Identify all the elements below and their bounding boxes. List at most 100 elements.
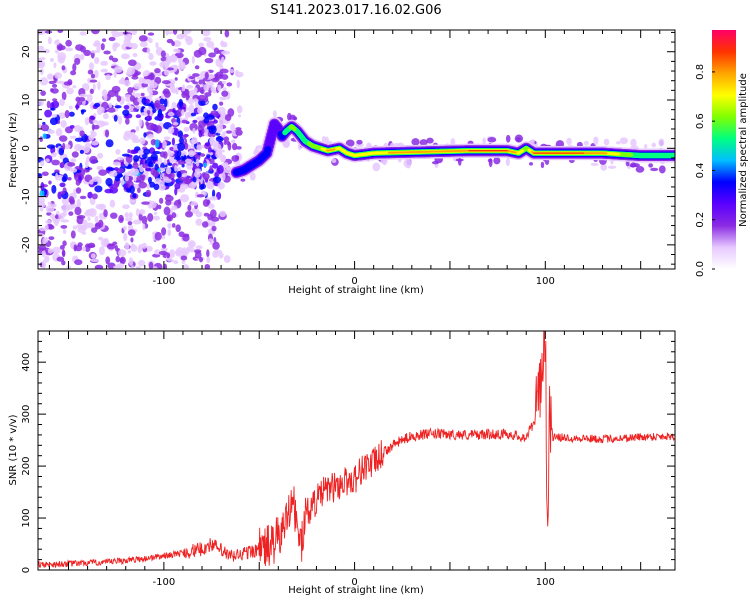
snr-x-axis-label: Height of straight line (km) [288, 585, 424, 596]
snr-x-tick-label: 100 [536, 577, 555, 588]
spectrogram-blob [39, 136, 43, 143]
spectrogram-blob [157, 157, 163, 165]
spectrogram-blob [195, 245, 203, 250]
spectrogram-blob [493, 156, 501, 165]
figure-title: S141.2023.017.16.02.G06 [270, 3, 441, 18]
spectrogram-blob [145, 115, 152, 122]
spectrogram-blob [195, 211, 203, 218]
spectrogram-blob [192, 119, 198, 124]
spectrogram-blob [121, 178, 125, 185]
spectrogram-blob [39, 227, 46, 232]
spectrogram-blob [57, 55, 66, 64]
spectrogram-blob [225, 130, 233, 134]
spectrogram-blob [125, 118, 130, 125]
spectrogram-blob [85, 142, 92, 148]
spectrogram-blob [162, 140, 167, 149]
spectrogram-blob [185, 248, 190, 255]
spectrogram-blob [181, 109, 185, 116]
spectrogram-blob [195, 218, 203, 226]
snr-x-tick-label: -100 [153, 577, 176, 588]
spectrogram-blob [46, 73, 54, 80]
spectrogram-blob [113, 71, 117, 78]
spectrogram-blob [141, 201, 151, 205]
spectrogram-blob [321, 135, 326, 143]
spectrogram-blob [89, 50, 98, 54]
spectrogram-blob [135, 125, 140, 132]
spectrogram-blob [185, 107, 190, 111]
spectrogram-blob [70, 158, 77, 163]
spectrogram-blob [49, 213, 56, 219]
spectrogram-blob [90, 227, 98, 233]
spectrogram-blob [172, 108, 176, 114]
spectrogram-blob [231, 155, 240, 162]
spectrogram-blob [72, 85, 77, 89]
spectrogram-blob [600, 163, 607, 171]
spectrogram-blob [108, 36, 116, 42]
spectrogram-blob [324, 136, 329, 144]
spectrogram-blob [79, 31, 87, 36]
spectrogram-blob [84, 117, 90, 126]
spectrogram-blob [147, 32, 155, 36]
spectrogram-blob [130, 167, 140, 177]
spectrogram-blob [135, 208, 140, 217]
spectrogram-blob [345, 139, 355, 147]
spectrogram-blob [154, 163, 159, 171]
spectrogram-blob [289, 114, 297, 122]
spectrogram-blob [174, 77, 178, 81]
spectrogram-blob [94, 215, 99, 223]
spectrogram-blob [91, 123, 95, 131]
spectrogram-blob [120, 53, 130, 60]
spectrogram-blob [123, 225, 127, 231]
spectrogram-blob [164, 69, 170, 76]
spectrogram-blob [212, 103, 218, 111]
spectrogram-blob [40, 182, 45, 191]
spectrogram-blob [211, 189, 216, 199]
spectrogram-blob [40, 124, 50, 132]
spectrogram-blob [195, 158, 200, 167]
spectrogram-blob [204, 142, 210, 147]
spectrogram-blob [197, 94, 207, 101]
spectrogram-blob [203, 117, 210, 124]
spectrogram-blob [215, 123, 224, 133]
spectrogram-blob [38, 45, 45, 53]
spectrogram-blob [127, 250, 132, 254]
spectrogram-blob [235, 69, 239, 76]
spectrogram-blob [236, 79, 240, 89]
spectrogram-blob [150, 167, 157, 176]
spectrogram-blob [91, 140, 99, 146]
spectrogram-blob [41, 171, 49, 177]
spectrogram-blob [107, 89, 116, 98]
spectrogram-blob [173, 260, 179, 265]
spectrogram-blob [165, 167, 172, 175]
spectrogram-blob [236, 105, 243, 114]
spectrogram-blob [179, 32, 188, 38]
spectrogram-blob [131, 75, 139, 80]
spectrogram-blob [135, 71, 141, 76]
spectrogram-blob [163, 98, 168, 108]
spectrogram-blob [186, 85, 194, 89]
spectrogram-blob [68, 111, 75, 117]
colorbar-tick-label: 0.0 [695, 261, 706, 277]
spectrogram-blob [142, 163, 148, 169]
spectrogram-blob [137, 187, 141, 194]
spectrogram-blob [126, 67, 135, 76]
spectrogram-blob [39, 77, 49, 86]
spectrogram-blob [79, 54, 85, 61]
spectrogram-blob [152, 107, 157, 114]
spectrogram-blob [183, 126, 190, 132]
spectrogram-blob [201, 30, 211, 37]
spectrogram-blob [114, 176, 121, 182]
spectrogram-blob [116, 95, 122, 102]
spectrogram-blob [62, 228, 67, 235]
spectrogram-blob [219, 116, 225, 126]
spectrogram-blob [235, 129, 243, 136]
spectrogram-blob [145, 121, 149, 127]
spectrogram-blob [96, 165, 104, 171]
spectrogram-blob [91, 30, 100, 35]
spectrogram-ridge-cell [617, 152, 621, 156]
spectrogram-blob [75, 179, 81, 186]
spectrogram-blob [41, 259, 47, 269]
spectrogram-blob [127, 221, 133, 226]
spectrogram-blob [106, 243, 116, 250]
spectrogram-blob [49, 57, 54, 63]
